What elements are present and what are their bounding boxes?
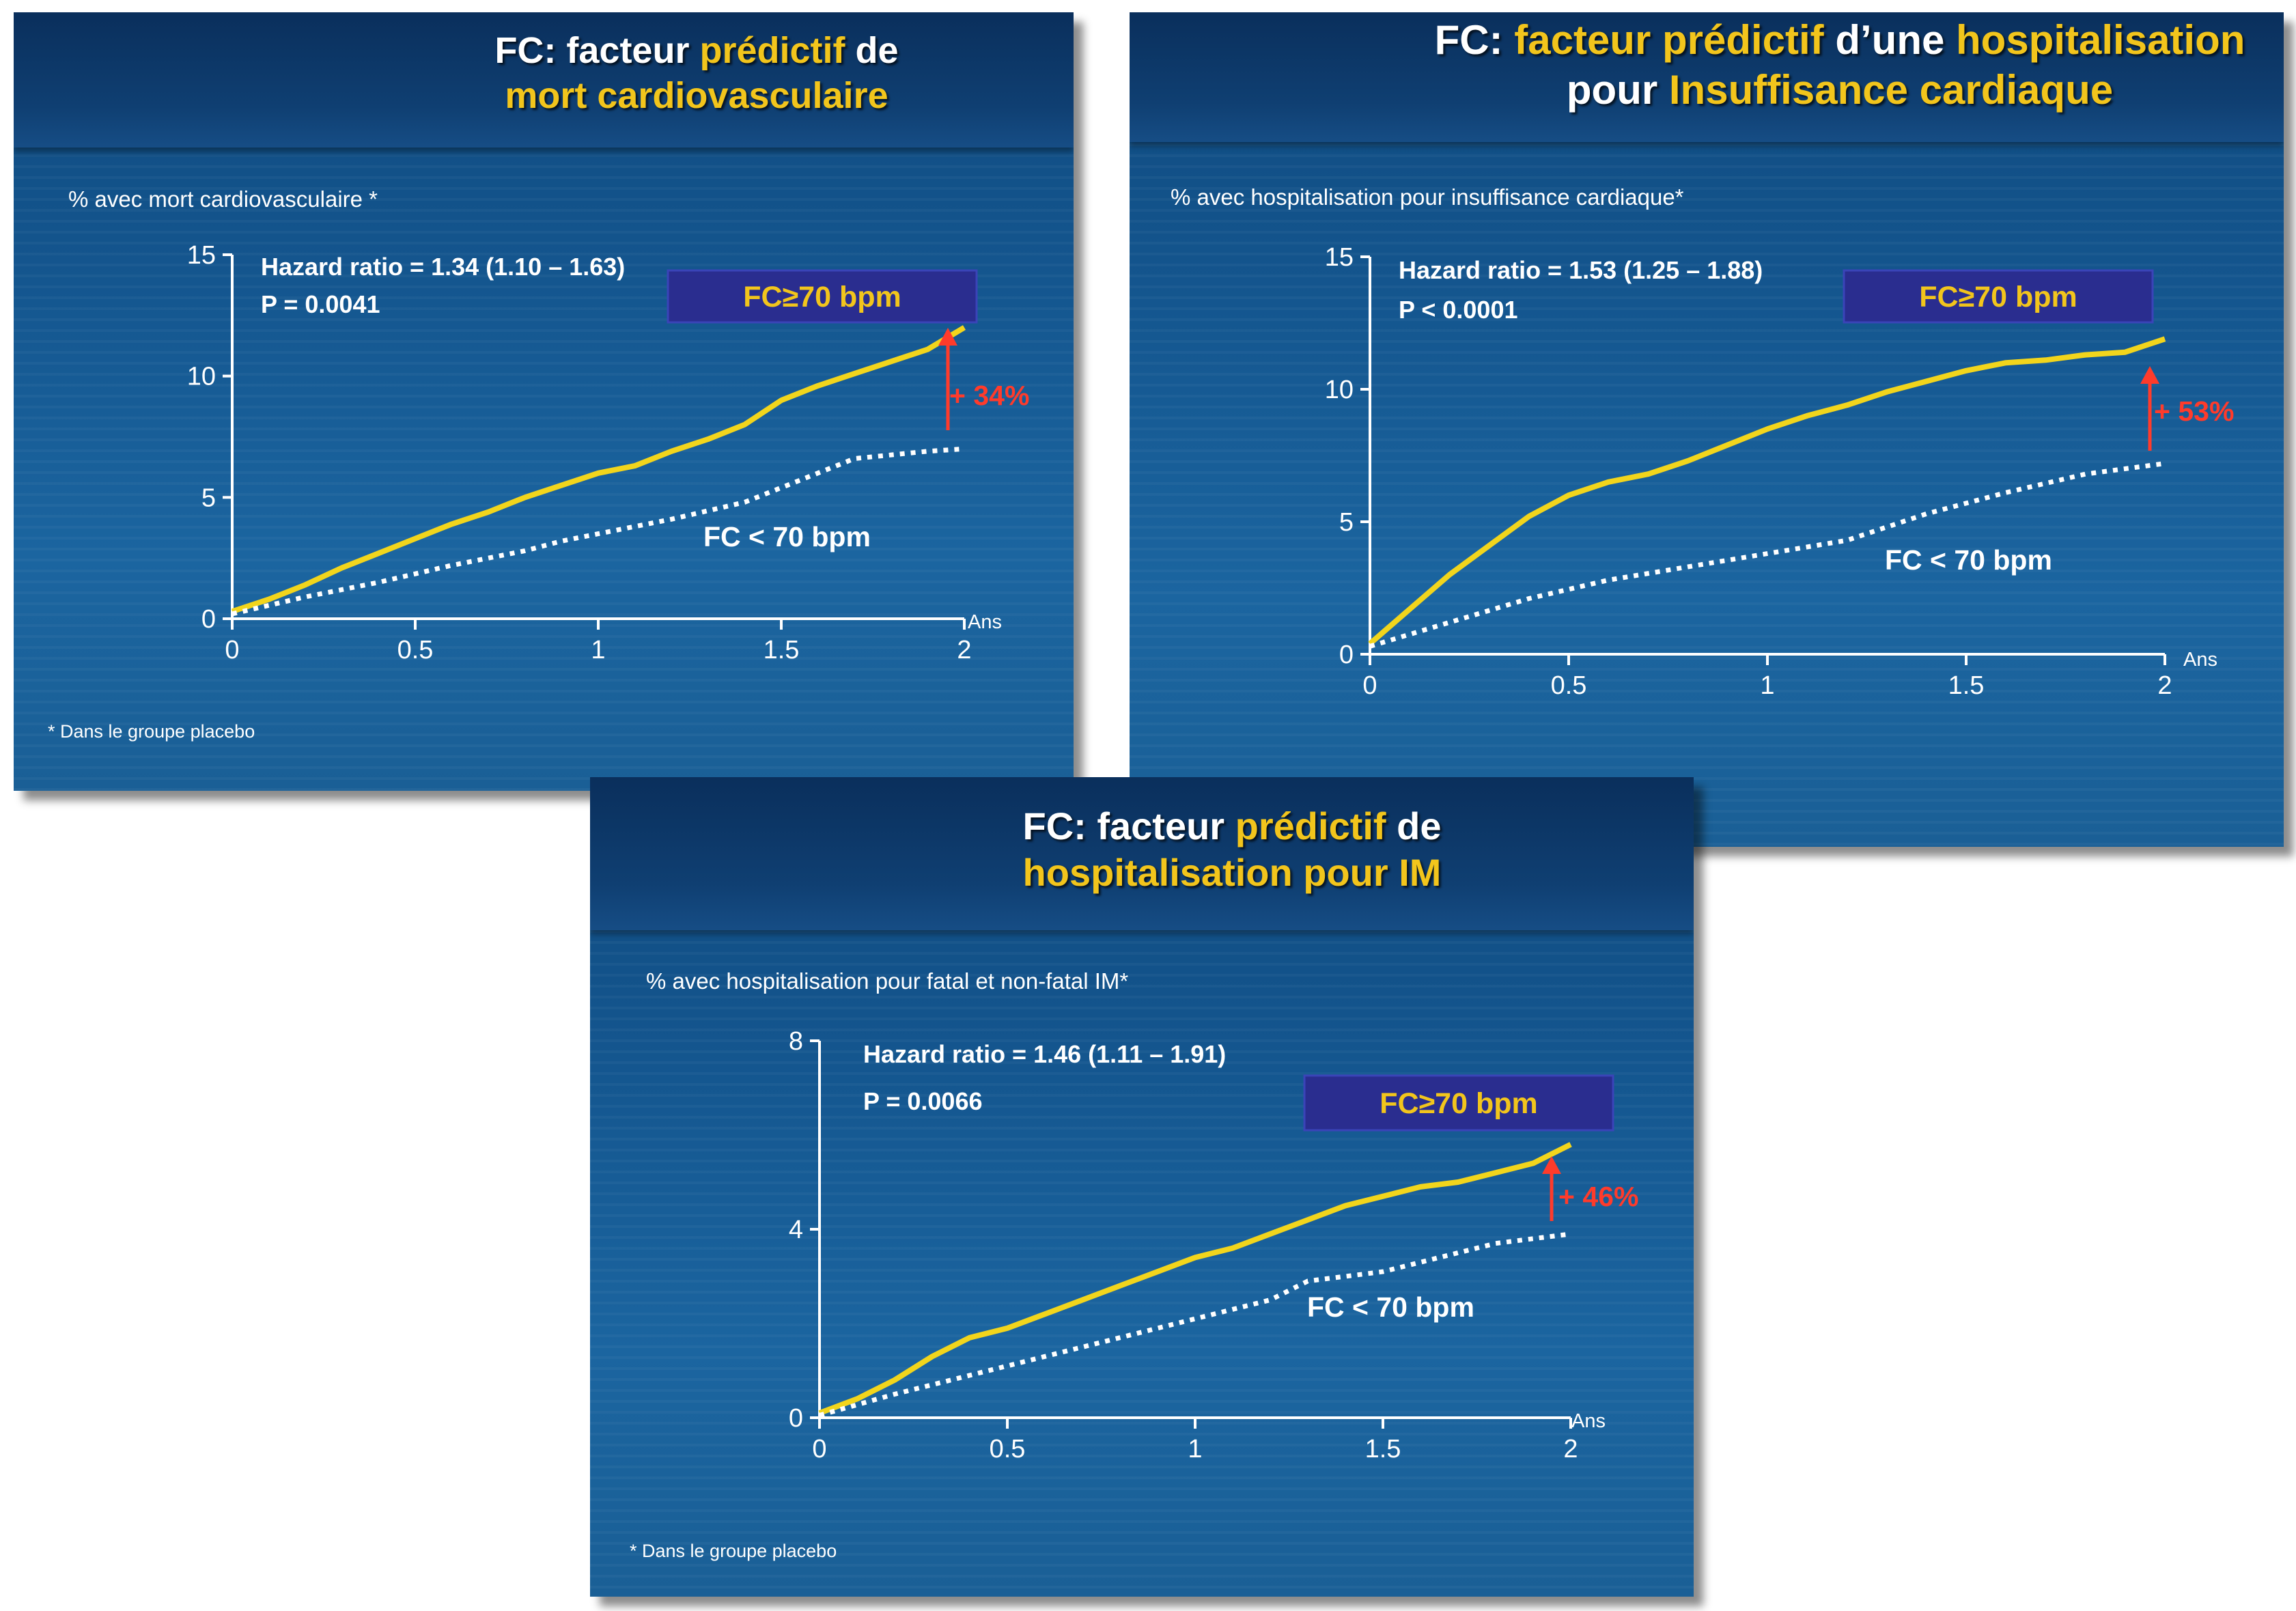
y-tick-label: 15 xyxy=(1325,243,1354,272)
x-tick-label: 2 xyxy=(2157,671,2172,700)
x-tick-label: 1.5 xyxy=(1948,671,1985,700)
chart-cv-death: % avec mort cardiovasculaire * Hazard ra… xyxy=(14,12,1074,791)
hazard-ratio: Hazard ratio = 1.34 (1.10 – 1.63) xyxy=(261,253,625,281)
y-axis-label: % avec hospitalisation pour fatal et non… xyxy=(646,968,1128,994)
y-tick-label: 0 xyxy=(1339,641,1354,669)
x-tick-label: 0 xyxy=(812,1435,826,1463)
badge-label: FC≥70 bpm xyxy=(1380,1087,1537,1120)
series-line-low-hr xyxy=(820,1234,1571,1416)
x-tick-label: 1 xyxy=(1760,671,1774,700)
x-tick-label: 0 xyxy=(1362,671,1377,700)
increase-label: + 46% xyxy=(1558,1181,1638,1212)
slide-mi-hospitalisation: FC: facteur prédictif de hospitalisation… xyxy=(590,777,1694,1597)
increase-arrowhead xyxy=(2140,366,2159,384)
slide-hf-hospitalisation: FC: facteur prédictif d’une hospitalisat… xyxy=(1130,12,2284,847)
x-axis-label: Ans xyxy=(968,611,1002,633)
x-tick-label: 1.5 xyxy=(1365,1435,1401,1463)
chart-hf-hospitalisation: % avec hospitalisation pour insuffisance… xyxy=(1130,12,2284,847)
y-tick-label: 0 xyxy=(789,1404,803,1433)
y-tick-label: 10 xyxy=(1325,376,1354,404)
series-line-high-hr xyxy=(232,328,964,612)
y-tick-label: 10 xyxy=(187,363,216,391)
x-tick-label: 0.5 xyxy=(990,1435,1026,1463)
series-line-high-hr xyxy=(820,1145,1571,1413)
increase-label: + 53% xyxy=(2154,395,2234,427)
footnote: * Dans le groupe placebo xyxy=(48,721,255,742)
x-tick-label: 0.5 xyxy=(397,636,434,664)
y-tick-label: 15 xyxy=(187,241,216,270)
footnote: * Dans le groupe placebo xyxy=(630,1541,837,1561)
increase-label: + 34% xyxy=(949,380,1029,411)
x-tick-label: 1 xyxy=(591,636,605,664)
low-group-label: FC < 70 bpm xyxy=(1307,1291,1474,1323)
series-line-high-hr xyxy=(1370,339,2165,643)
p-value: P = 0.0041 xyxy=(261,290,380,318)
x-tick-label: 2 xyxy=(1563,1435,1578,1463)
hazard-ratio: Hazard ratio = 1.46 (1.11 – 1.91) xyxy=(863,1040,1226,1068)
x-tick-label: 1.5 xyxy=(764,636,800,664)
p-value: P < 0.0001 xyxy=(1399,296,1518,324)
y-axis-label: % avec hospitalisation pour insuffisance… xyxy=(1171,184,1684,210)
badge-label: FC≥70 bpm xyxy=(743,281,901,313)
x-tick-label: 0 xyxy=(225,636,239,664)
chart-mi-hospitalisation: % avec hospitalisation pour fatal et non… xyxy=(590,777,1694,1597)
y-tick-label: 5 xyxy=(1339,508,1354,537)
slide-cv-death: FC: facteur prédictif de mort cardiovasc… xyxy=(14,12,1074,791)
x-tick-label: 2 xyxy=(957,636,971,664)
low-group-label: FC < 70 bpm xyxy=(703,521,871,552)
badge-label: FC≥70 bpm xyxy=(1919,281,2077,313)
hazard-ratio: Hazard ratio = 1.53 (1.25 – 1.88) xyxy=(1399,256,1763,284)
y-tick-label: 8 xyxy=(789,1027,803,1056)
y-tick-label: 5 xyxy=(201,484,216,512)
x-axis-label: Ans xyxy=(1571,1410,1606,1432)
x-tick-label: 1 xyxy=(1188,1435,1202,1463)
y-tick-label: 4 xyxy=(789,1216,803,1244)
p-value: P = 0.0066 xyxy=(863,1087,983,1115)
x-tick-label: 0.5 xyxy=(1551,671,1587,700)
y-tick-label: 0 xyxy=(201,605,216,634)
x-axis-label: Ans xyxy=(2183,649,2217,671)
y-axis-label: % avec mort cardiovasculaire * xyxy=(68,186,378,212)
low-group-label: FC < 70 bpm xyxy=(1885,544,2052,576)
